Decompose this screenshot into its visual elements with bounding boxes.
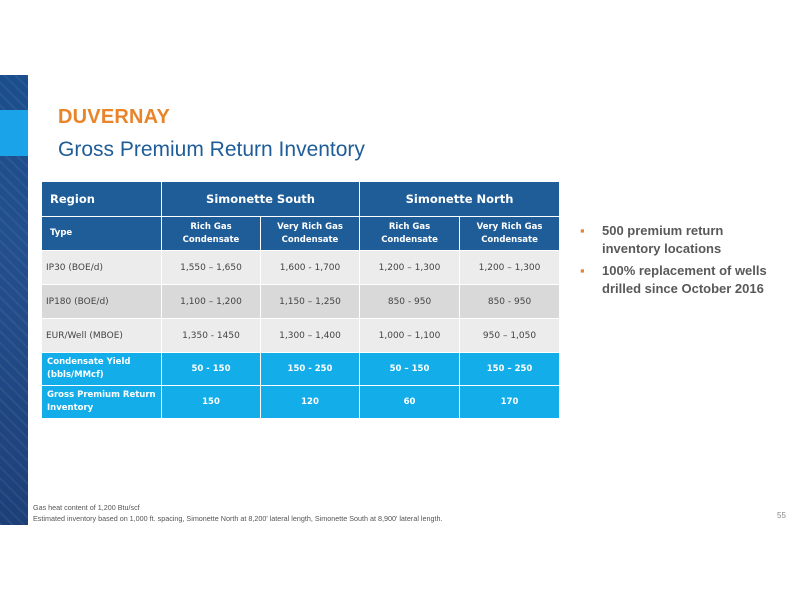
group-header-simonette-north: Simonette North <box>359 181 561 217</box>
highlight-row: Gross Premium Return Inventory 150 120 6… <box>41 385 561 419</box>
table-cell: 150 <box>161 385 261 419</box>
table-cell: 1,000 – 1,100 <box>359 318 461 353</box>
row-label: Condensate Yield (bbls/MMcf) <box>41 352 162 386</box>
row-label: EUR/Well (MBOE) <box>41 318 162 353</box>
bullet-item: ▪ 500 premium return inventory locations <box>580 222 780 258</box>
footnote: Estimated inventory based on 1,000 ft. s… <box>33 514 443 523</box>
bullet-text: 100% replacement of wells drilled since … <box>602 263 767 296</box>
bullet-text: 500 premium return inventory locations <box>602 223 724 256</box>
inventory-table: Region Simonette South Simonette North T… <box>41 181 561 419</box>
table-row: IP30 (BOE/d) 1,550 – 1,650 1,600 - 1,700… <box>41 250 561 285</box>
bullet-list: ▪ 500 premium return inventory locations… <box>580 222 780 302</box>
table-cell: 1,200 – 1,300 <box>459 250 561 285</box>
bullet-marker: ▪ <box>580 263 585 278</box>
accent-block <box>0 110 28 156</box>
slide-subtitle: Gross Premium Return Inventory <box>58 138 365 161</box>
table-cell: 950 – 1,050 <box>459 318 561 353</box>
table-row: IP180 (BOE/d) 1,100 – 1,200 1,150 – 1,25… <box>41 284 561 319</box>
table-cell: 850 - 950 <box>359 284 461 319</box>
footnotes: Gas heat content of 1,200 Btu/scf Estima… <box>33 502 443 524</box>
table-cell: 150 - 250 <box>259 352 361 386</box>
page-number: 55 <box>777 511 786 520</box>
table-cell: 50 - 150 <box>161 352 261 386</box>
table-cell: 170 <box>459 385 561 419</box>
table-cell: 1,150 – 1,250 <box>259 284 361 319</box>
type-cell: Very Rich Gas Condensate <box>259 216 361 251</box>
type-cell: Rich Gas Condensate <box>161 216 261 251</box>
row-label: IP30 (BOE/d) <box>41 250 162 285</box>
type-label: Type <box>41 216 162 251</box>
region-header: Region <box>41 181 162 217</box>
table-cell: 50 – 150 <box>359 352 461 386</box>
table-row: EUR/Well (MBOE) 1,350 - 1450 1,300 – 1,4… <box>41 318 561 353</box>
highlight-row: Condensate Yield (bbls/MMcf) 50 - 150 15… <box>41 352 561 386</box>
table-cell: 1,100 – 1,200 <box>161 284 261 319</box>
table-cell: 1,600 - 1,700 <box>259 250 361 285</box>
type-row: Type Rich Gas Condensate Very Rich Gas C… <box>41 216 561 251</box>
table-cell: 1,350 - 1450 <box>161 318 261 353</box>
table-cell: 120 <box>259 385 361 419</box>
table-cell: 850 - 950 <box>459 284 561 319</box>
table-cell: 1,200 – 1,300 <box>359 250 461 285</box>
type-cell: Very Rich Gas Condensate <box>459 216 561 251</box>
bullet-item: ▪ 100% replacement of wells drilled sinc… <box>580 262 780 298</box>
bullet-marker: ▪ <box>580 223 585 238</box>
footnote: Gas heat content of 1,200 Btu/scf <box>33 503 140 512</box>
table-cell: 150 – 250 <box>459 352 561 386</box>
row-label: Gross Premium Return Inventory <box>41 385 162 419</box>
table-cell: 1,550 – 1,650 <box>161 250 261 285</box>
table-cell: 60 <box>359 385 461 419</box>
row-label: IP180 (BOE/d) <box>41 284 162 319</box>
slide: DUVERNAY Gross Premium Return Inventory … <box>0 75 800 525</box>
table-cell: 1,300 – 1,400 <box>259 318 361 353</box>
group-header-simonette-south: Simonette South <box>160 181 361 217</box>
slide-title: DUVERNAY <box>58 106 171 128</box>
table-header-row: Region Simonette South Simonette North <box>41 181 561 217</box>
type-cell: Rich Gas Condensate <box>359 216 461 251</box>
